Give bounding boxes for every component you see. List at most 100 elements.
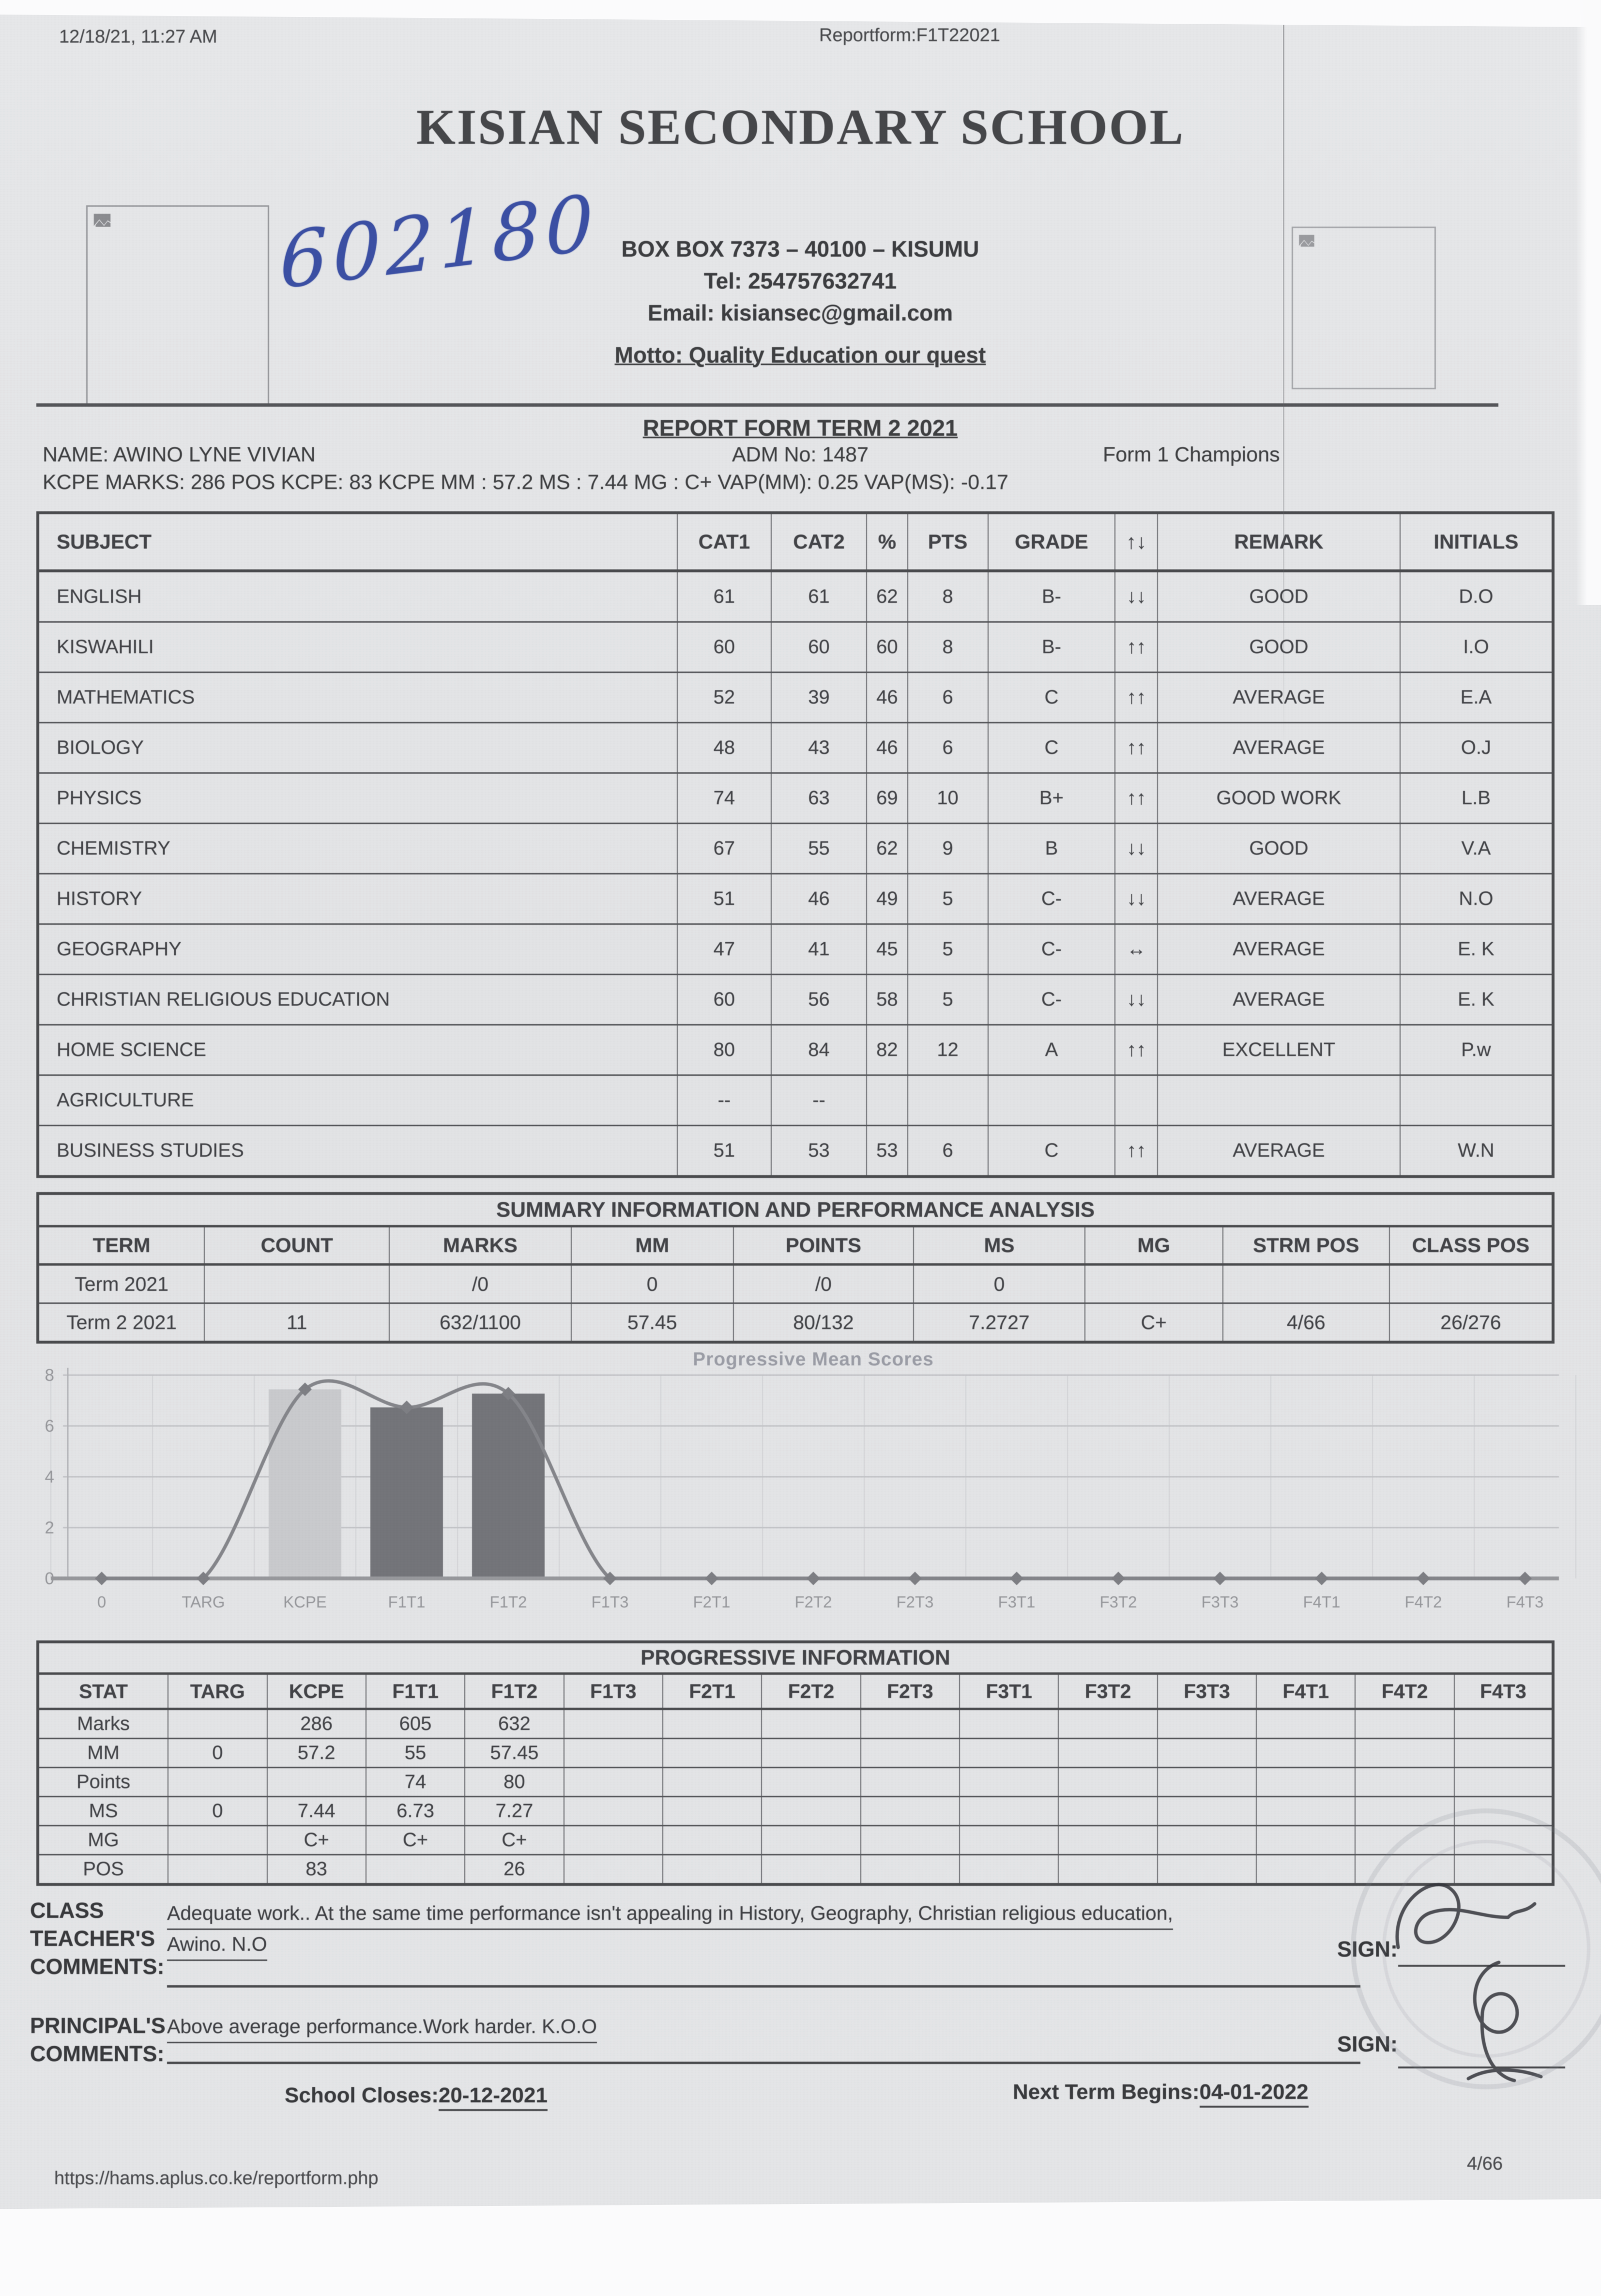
table-cell: 26/276 [1388,1302,1554,1343]
column-header: STRM POS [1222,1225,1390,1266]
table-cell: 8 [907,570,989,623]
table-cell: Term 2 2021 [37,1302,205,1343]
table-cell: D.O [1399,570,1554,623]
table-cell: 63 [770,772,868,824]
scan-fold-line [1283,0,1284,755]
table-cell: GOOD [1157,570,1401,623]
column-header: F2T2 [761,1673,861,1710]
table-cell [563,1796,663,1826]
table-cell: GOOD WORK [1157,772,1401,824]
table-row: PHYSICS 74 63 69 10 B+ ↑↑ GOOD WORK L.B [37,772,1554,824]
next-term-label: Next Term Begins: [1013,2080,1200,2104]
summary-table: SUMMARY INFORMATION AND PERFORMANCE ANAL… [36,1192,1555,1344]
table-row: HISTORY 51 46 49 5 C- ↓↓ AVERAGE N.O [37,873,1554,925]
table-cell [860,1796,961,1826]
table-cell: 74 [676,772,772,824]
subjects-table: SUBJECT CAT1 CAT2% PTS GRADE ↑↓ REMARK INITIALS… [36,511,1555,1178]
table-cell: ENGLISH [37,570,678,623]
table-cell [959,1796,1059,1826]
logo-placeholder-right [1292,227,1436,389]
table-cell [1157,1767,1257,1797]
table-cell: 53 [866,1125,908,1178]
table-cell: GOOD [1157,823,1401,874]
table-cell [662,1796,762,1826]
table-cell [168,1708,268,1739]
table-cell: C [987,672,1116,723]
table-cell: /0 [732,1264,915,1304]
table-cell [987,1074,1116,1126]
table-cell [761,1825,861,1855]
school-motto: Motto: Quality Education our quest [614,342,986,367]
svg-text:F1T3: F1T3 [591,1593,628,1611]
table-cell [1256,1854,1356,1885]
progressive-info-table: PROGRESSIVE INFORMATION STAT TARG KCPE F1T1 F… [36,1640,1555,1886]
table-row: ENGLISH 61 61 62 8 B- ↓↓ GOOD D.O [37,570,1554,623]
table-cell: AVERAGE [1157,672,1401,723]
kcpe-summary-line: KCPE MARKS: 286 POS KCPE: 83 KCPE MM : 5… [43,471,1008,494]
class-teacher-label-2: TEACHER'S [30,1926,155,1951]
table-cell [662,1825,762,1855]
table-cell [860,1767,961,1797]
column-header: CAT1 [676,512,772,572]
table-cell: 10 [907,772,989,824]
table-cell: 43 [770,722,868,774]
table-cell: B- [987,621,1116,673]
scan-edge-right [1576,0,1601,605]
column-header: COUNT [204,1225,390,1266]
table-cell: E.A [1399,672,1554,723]
column-header: TARG [168,1673,268,1710]
column-header: TERM [37,1225,205,1266]
table-cell [860,1738,961,1768]
table-cell: O.J [1399,722,1554,774]
table-cell: 7.44 [266,1796,366,1826]
table-cell [1058,1854,1158,1885]
table-cell [1157,1825,1257,1855]
school-tel: Tel: 254757632741 [703,268,897,293]
document-title: Reportform:F1T22021 [819,25,1000,46]
table-cell: ↓↓ [1114,974,1159,1026]
svg-text:KCPE: KCPE [283,1593,327,1611]
table-cell: 6 [907,672,989,723]
column-header: F4T1 [1256,1673,1356,1710]
table-cell: 46 [770,873,868,925]
header-row: TERM COUNT MARKS MM POINTS MS MG STRM POS CLASS … [37,1225,1554,1266]
table-cell: 62 [866,823,908,874]
svg-text:F4T1: F4T1 [1303,1593,1340,1611]
table-cell: MM [37,1738,169,1768]
table-cell: 83 [266,1854,366,1885]
table-cell: 39 [770,672,868,723]
table-cell: 12 [907,1024,989,1076]
table-row: MM 0 57.2 55 57.45 [37,1738,1554,1768]
broken-image-icon [91,210,113,235]
column-header: GRADE [987,512,1116,572]
table-cell: 57.2 [266,1738,366,1768]
scan-timestamp: 12/18/21, 11:27 AM [59,27,217,47]
column-header: F1T1 [365,1673,466,1710]
table-cell [1157,1738,1257,1768]
table-cell [866,1074,908,1126]
table-cell: 61 [770,570,868,623]
table-cell: AVERAGE [1157,1125,1401,1178]
header-divider [36,403,1498,407]
principal-label-2: COMMENTS: [30,2041,165,2066]
table-cell: 74 [365,1767,466,1797]
svg-text:4: 4 [45,1468,54,1486]
svg-text:F2T2: F2T2 [794,1593,832,1611]
column-header: STAT [37,1673,169,1710]
table-cell: L.B [1399,772,1554,824]
column-header: F1T3 [563,1673,663,1710]
table-cell: C- [987,974,1116,1026]
svg-text:6: 6 [45,1417,54,1436]
table-cell [1058,1708,1158,1739]
table-cell [365,1854,466,1885]
table-cell: ↑↑ [1114,621,1159,673]
table-cell: 0 [913,1264,1085,1304]
table-cell: AVERAGE [1157,873,1401,925]
svg-text:F1T2: F1T2 [489,1593,527,1611]
table-cell: ↓↓ [1114,823,1159,874]
column-header: CAT2 [770,512,868,572]
table-row: MS 0 7.44 6.73 7.27 [37,1796,1554,1826]
table-cell: Points [37,1767,169,1797]
table-cell: GEOGRAPHY [37,923,678,975]
